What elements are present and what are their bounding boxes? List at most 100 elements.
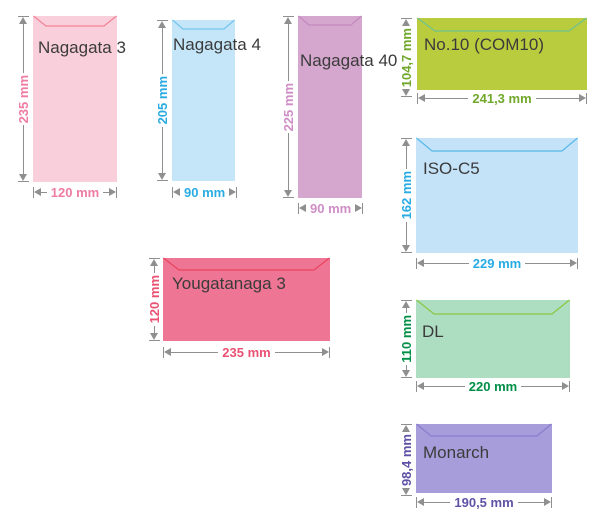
arrow-left-icon — [173, 188, 180, 196]
dimension-line — [274, 351, 323, 353]
dimension-bottom-tick — [400, 377, 412, 379]
dimension-right-tick — [236, 186, 238, 198]
dimension-line — [22, 125, 24, 175]
width-dimension: 241,3 mm — [417, 91, 588, 105]
dimension-line — [525, 262, 571, 264]
arrow-down-icon — [284, 190, 292, 198]
envelope-flap-outline — [163, 257, 330, 271]
dimension-line — [153, 325, 155, 334]
envelope-flap-outline — [417, 17, 587, 32]
height-dimension: 205 mm — [154, 20, 170, 182]
arrow-down-icon — [402, 245, 410, 253]
width-dimension: 120 mm — [33, 184, 118, 200]
envelope-name-label: Nagagata 40 — [300, 51, 398, 70]
arrow-up-icon — [158, 21, 166, 28]
arrow-up-icon — [402, 19, 410, 26]
arrow-up-icon — [150, 259, 158, 266]
envelope-flap-outline — [416, 423, 552, 437]
height-dimension: 120 mm — [147, 258, 162, 342]
dimension-line — [153, 266, 155, 274]
arrow-left-icon — [417, 382, 424, 390]
dimension-line — [521, 385, 563, 387]
envelope-name-label: DL — [422, 322, 444, 341]
width-value: 90 mm — [184, 184, 226, 200]
envelope-shape-nagagata-4: Nagagata 4 — [172, 19, 261, 181]
height-dimension: 162 mm — [398, 138, 414, 254]
height-dimension: 110 mm — [398, 300, 414, 379]
dimension-line — [161, 28, 163, 75]
dimension-top-tick — [400, 424, 412, 425]
height-value: 104,7 mm — [398, 28, 414, 88]
dimension-line — [287, 133, 289, 191]
envelope-name-label: Nagagata 4 — [173, 35, 261, 54]
arrow-right-icon — [109, 188, 117, 196]
arrow-up-icon — [402, 139, 410, 146]
envelope-name-label: Nagagata 3 — [38, 38, 126, 57]
dimension-line — [405, 221, 407, 246]
envelope-flap-outline — [172, 19, 235, 30]
width-value: 220 mm — [468, 378, 518, 394]
dimension-top-tick — [400, 18, 412, 19]
arrow-left-icon — [164, 348, 171, 356]
dimension-right-tick — [551, 496, 553, 508]
envelope-flap-outline — [416, 299, 570, 315]
envelope-name-label: Yougatanaga 3 — [172, 274, 286, 293]
arrow-left-icon — [418, 94, 425, 102]
arrow-right-icon — [570, 259, 578, 267]
height-dimension: 225 mm — [281, 16, 296, 199]
dimension-left-tick — [163, 346, 164, 358]
dimension-right-tick — [569, 380, 571, 392]
envelope-shape-nagagata-40: Nagagata 40 — [298, 15, 397, 198]
dimension-bottom-tick — [400, 495, 412, 497]
width-value: 229 mm — [472, 255, 522, 271]
dimension-line — [405, 308, 407, 314]
arrow-down-icon — [402, 488, 410, 496]
dimension-bottom-tick — [156, 180, 168, 182]
dimension-line — [103, 191, 110, 193]
arrow-up-icon — [402, 301, 410, 308]
height-value: 98,4 mm — [398, 434, 414, 487]
dimension-line — [161, 126, 163, 174]
dimension-line — [287, 24, 289, 81]
width-dimension: 90 mm — [298, 200, 364, 216]
envelope-name-label: Monarch — [423, 443, 490, 462]
height-value: 235 mm — [15, 74, 31, 124]
dimension-top-tick — [17, 16, 29, 17]
height-dimension: 104,7 mm — [398, 18, 414, 98]
dimension-right-tick — [362, 202, 364, 214]
dimension-line — [22, 24, 24, 73]
arrow-right-icon — [562, 382, 570, 390]
dimension-top-tick — [400, 300, 412, 301]
arrow-down-icon — [150, 333, 158, 341]
arrow-right-icon — [544, 498, 552, 506]
height-dimension: 235 mm — [15, 16, 31, 183]
envelope-shape-dl: DL — [416, 299, 570, 378]
dimension-left-tick — [298, 202, 299, 214]
width-value: 120 mm — [50, 184, 100, 200]
dimension-line — [424, 262, 469, 264]
dimension-top-tick — [148, 258, 160, 259]
dimension-line — [405, 364, 407, 371]
dimension-line — [535, 97, 580, 99]
height-value: 205 mm — [154, 76, 170, 125]
dimension-right-tick — [577, 257, 579, 269]
dimension-line — [424, 385, 465, 387]
height-value: 162 mm — [398, 171, 414, 220]
dimension-left-tick — [33, 186, 34, 198]
arrow-down-icon — [158, 173, 166, 181]
envelope-shape-no10-com10: No.10 (COM10) — [417, 17, 587, 90]
arrow-right-icon — [229, 188, 237, 196]
width-dimension: 190,5 mm — [416, 494, 553, 510]
arrow-left-icon — [34, 188, 41, 196]
arrow-up-icon — [19, 17, 27, 24]
width-value: 235 mm — [222, 344, 271, 360]
dimension-left-tick — [416, 496, 417, 508]
dimension-bottom-tick — [17, 181, 29, 183]
envelope-shape-monarch: Monarch — [416, 423, 552, 493]
arrow-down-icon — [402, 370, 410, 378]
height-value: 110 mm — [398, 315, 414, 363]
width-value: 190,5 mm — [454, 494, 514, 510]
envelope-flap-outline — [416, 137, 578, 152]
width-value: 90 mm — [310, 200, 352, 216]
dimension-line — [425, 97, 469, 99]
